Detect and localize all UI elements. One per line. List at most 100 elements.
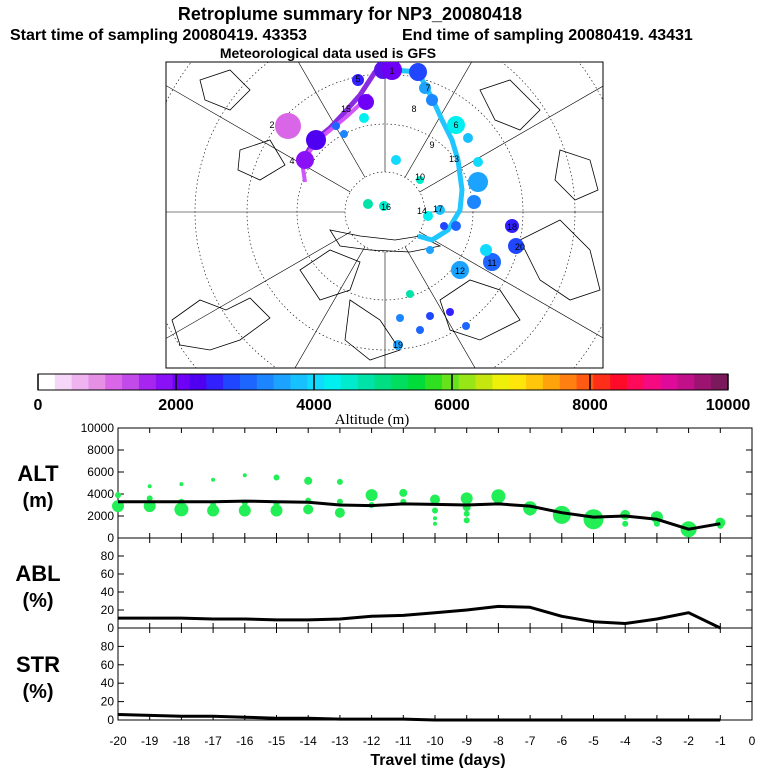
altitude-point [365, 489, 378, 502]
trajectory-marker [426, 246, 434, 254]
altitude-point [303, 504, 314, 515]
y-tick-label: 80 [101, 549, 115, 563]
colorbar-cell [206, 374, 224, 390]
trajectory-day-label: 8 [411, 104, 416, 114]
colorbar-cell [441, 374, 460, 390]
coastline [439, 279, 521, 341]
trajectory-marker [296, 151, 314, 169]
alt-label: ALT [17, 461, 59, 486]
altitude-colorbar: 0 2000 4000 6000 8000 10000 [34, 373, 750, 414]
coastline [329, 229, 442, 253]
x-tick-label: -12 [363, 734, 381, 748]
trajectory-marker [426, 94, 438, 106]
x-tick-label: -14 [300, 734, 318, 748]
trajectory-marker [423, 211, 433, 221]
trajectory-day-label: 12 [455, 266, 465, 276]
meridian-line [166, 231, 351, 339]
altitude-point [270, 504, 283, 517]
altitude-point [334, 507, 345, 518]
colorbar-cell [425, 374, 443, 390]
trajectory-marker [391, 155, 401, 165]
x-tick-label: -4 [620, 734, 631, 748]
altitude-point [211, 477, 216, 482]
trajectory-marker [468, 172, 488, 192]
x-tick-label: 0 [749, 734, 756, 748]
x-tick-label: -18 [173, 734, 191, 748]
trajectory-marker [505, 219, 519, 233]
abl-panel-frame [117, 537, 753, 629]
colorbar-cell [324, 374, 342, 390]
alt-unit-label: (m) [22, 490, 53, 512]
trajectory-marker [332, 122, 340, 130]
trajectory-marker [426, 312, 434, 320]
trajectory-marker [435, 205, 445, 215]
trajectory-marker [352, 74, 364, 86]
colorbar-cell [677, 374, 695, 390]
trajectory-marker [508, 238, 524, 254]
colorbar-cell [54, 374, 73, 390]
x-tick-label: -6 [556, 734, 567, 748]
altitude-point [210, 502, 217, 508]
colorbar-cell [492, 374, 510, 390]
trajectory-marker [409, 63, 427, 81]
meridian-line [419, 231, 603, 339]
colorbar-tick-label: 0 [34, 397, 43, 414]
colorbar-cell [559, 374, 578, 390]
y-tick-label: 2000 [87, 509, 114, 523]
altitude-point [433, 516, 437, 521]
x-tick-label: -5 [588, 734, 599, 748]
trajectory-marker [419, 82, 431, 94]
map-frame [165, 61, 604, 369]
colorbar-cell [408, 374, 426, 390]
colorbar-cell [357, 374, 376, 390]
colorbar-cell [38, 374, 56, 390]
altitude-point [430, 494, 440, 505]
y-tick-label: 4000 [87, 487, 114, 501]
altitude-point [432, 507, 438, 514]
x-tick-label: -13 [331, 734, 349, 748]
trajectory-day-label: 5 [355, 74, 360, 84]
meridian-line [404, 62, 472, 178]
trajectory-day-label: 4 [289, 156, 294, 166]
trajectory-marker [416, 176, 424, 184]
colorbar-cell [138, 374, 157, 390]
colorbar-cell [189, 374, 207, 390]
colorbar-cell [711, 374, 729, 390]
colorbar-cell [307, 374, 325, 390]
x-tick-label: -3 [652, 734, 663, 748]
trajectory-marker [440, 222, 448, 230]
trajectory-day-label: 6 [453, 120, 458, 130]
colorbar-cell [475, 374, 493, 390]
colorbar-cell [155, 374, 174, 390]
altitude-point [557, 513, 566, 522]
altitude-point [242, 473, 247, 478]
colorbar-cell [576, 374, 594, 390]
altitude-point [463, 517, 470, 524]
coastline [237, 139, 286, 181]
colorbar-tick-label: 2000 [158, 397, 194, 414]
trajectory-marker [451, 261, 469, 279]
trajectory-marker [416, 326, 424, 334]
y-tick-label: 10000 [81, 421, 115, 435]
x-tick-label: -10 [426, 734, 444, 748]
x-tick-label: -20 [109, 734, 127, 748]
trajectory-marker [467, 195, 481, 209]
colorbar-cell [509, 374, 527, 390]
trajectory-marker [379, 201, 389, 211]
coastline [554, 149, 599, 201]
trajectory-day-label: 14 [417, 206, 427, 216]
altitude-point [336, 478, 343, 485]
y-tick-label: 0 [107, 713, 114, 727]
altitude-point [179, 482, 184, 487]
trajectory-marker [306, 130, 326, 150]
trajectory-marker [462, 322, 470, 330]
coastline [519, 219, 601, 301]
trajectory-marker [406, 290, 414, 298]
colorbar-cell [122, 374, 140, 390]
altitude-point [207, 504, 220, 517]
str-unit-label: (%) [22, 681, 53, 703]
altitude-point [491, 489, 506, 504]
x-tick-label: -19 [141, 734, 159, 748]
altitude-point [146, 495, 153, 502]
colorbar-cell [542, 374, 561, 390]
